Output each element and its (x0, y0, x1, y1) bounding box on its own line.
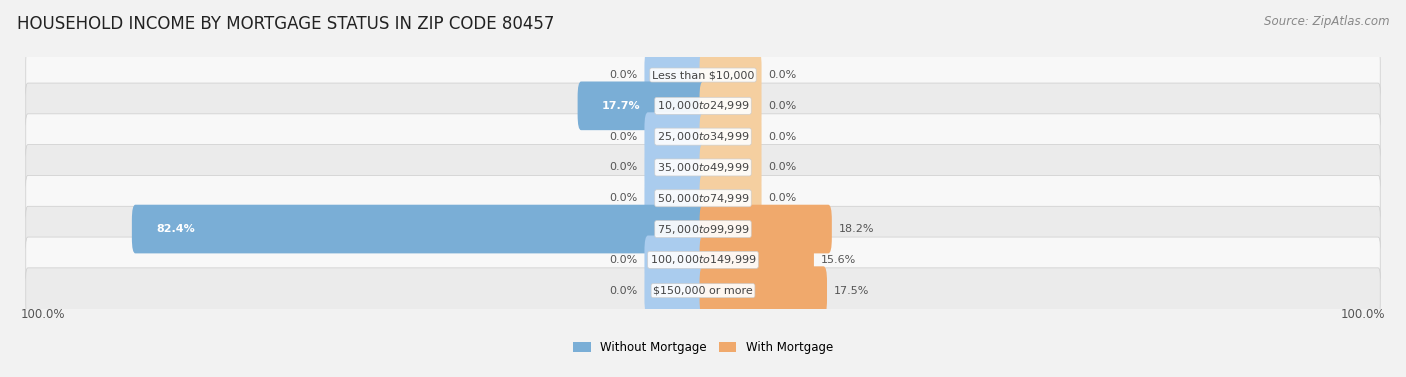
Text: $10,000 to $24,999: $10,000 to $24,999 (657, 99, 749, 112)
FancyBboxPatch shape (25, 52, 1381, 98)
Text: 82.4%: 82.4% (156, 224, 195, 234)
Text: 0.0%: 0.0% (609, 286, 637, 296)
Text: 17.7%: 17.7% (602, 101, 640, 111)
Text: $150,000 or more: $150,000 or more (654, 286, 752, 296)
FancyBboxPatch shape (25, 114, 1381, 159)
Text: 17.5%: 17.5% (834, 286, 869, 296)
Text: 0.0%: 0.0% (769, 70, 797, 80)
FancyBboxPatch shape (25, 206, 1381, 252)
Text: $50,000 to $74,999: $50,000 to $74,999 (657, 192, 749, 205)
Text: 100.0%: 100.0% (1340, 308, 1385, 320)
FancyBboxPatch shape (700, 143, 762, 192)
Text: 0.0%: 0.0% (769, 132, 797, 142)
Legend: Without Mortgage, With Mortgage: Without Mortgage, With Mortgage (568, 336, 838, 359)
Text: 100.0%: 100.0% (21, 308, 66, 320)
FancyBboxPatch shape (644, 143, 706, 192)
FancyBboxPatch shape (644, 51, 706, 100)
FancyBboxPatch shape (578, 81, 706, 130)
Text: Source: ZipAtlas.com: Source: ZipAtlas.com (1264, 15, 1389, 28)
FancyBboxPatch shape (700, 174, 762, 222)
Text: $75,000 to $99,999: $75,000 to $99,999 (657, 222, 749, 236)
Text: 0.0%: 0.0% (769, 193, 797, 203)
FancyBboxPatch shape (644, 112, 706, 161)
FancyBboxPatch shape (25, 145, 1381, 190)
FancyBboxPatch shape (644, 174, 706, 222)
Text: 0.0%: 0.0% (769, 162, 797, 172)
FancyBboxPatch shape (132, 205, 706, 253)
FancyBboxPatch shape (644, 236, 706, 284)
Text: 0.0%: 0.0% (769, 101, 797, 111)
FancyBboxPatch shape (700, 112, 762, 161)
FancyBboxPatch shape (700, 81, 762, 130)
FancyBboxPatch shape (25, 175, 1381, 221)
Text: $35,000 to $49,999: $35,000 to $49,999 (657, 161, 749, 174)
Text: 0.0%: 0.0% (609, 255, 637, 265)
Text: Less than $10,000: Less than $10,000 (652, 70, 754, 80)
FancyBboxPatch shape (25, 237, 1381, 283)
Text: 15.6%: 15.6% (821, 255, 856, 265)
Text: 0.0%: 0.0% (609, 162, 637, 172)
FancyBboxPatch shape (700, 51, 762, 100)
Text: 0.0%: 0.0% (609, 70, 637, 80)
FancyBboxPatch shape (700, 205, 832, 253)
Text: HOUSEHOLD INCOME BY MORTGAGE STATUS IN ZIP CODE 80457: HOUSEHOLD INCOME BY MORTGAGE STATUS IN Z… (17, 15, 554, 33)
Text: 18.2%: 18.2% (839, 224, 875, 234)
FancyBboxPatch shape (644, 266, 706, 315)
Text: 0.0%: 0.0% (609, 193, 637, 203)
FancyBboxPatch shape (700, 236, 814, 284)
FancyBboxPatch shape (25, 268, 1381, 313)
Text: $100,000 to $149,999: $100,000 to $149,999 (650, 253, 756, 267)
FancyBboxPatch shape (700, 266, 827, 315)
Text: $25,000 to $34,999: $25,000 to $34,999 (657, 130, 749, 143)
FancyBboxPatch shape (25, 83, 1381, 129)
Text: 0.0%: 0.0% (609, 132, 637, 142)
